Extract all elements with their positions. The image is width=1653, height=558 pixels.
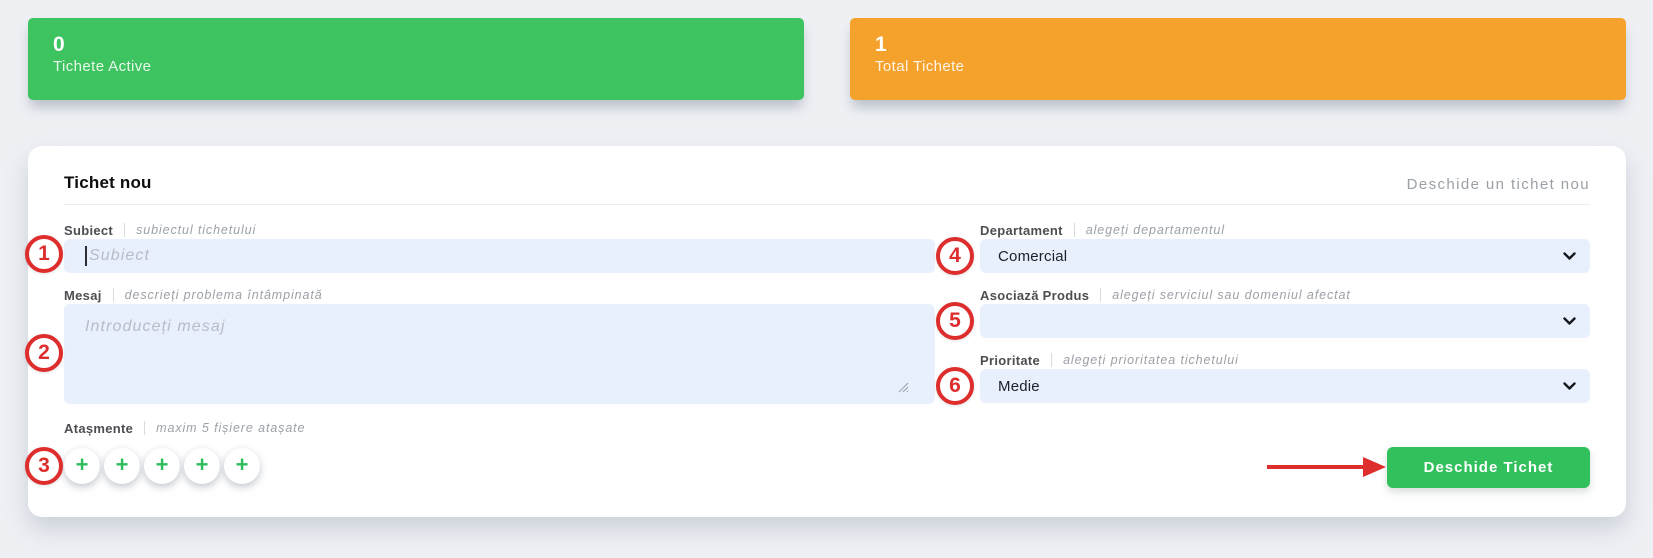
annotation-marker-2: 2 bbox=[25, 334, 63, 372]
add-attachment-button-5[interactable]: + bbox=[224, 448, 260, 484]
attachments-label-row: Atașmente maxim 5 fișiere atașate bbox=[64, 420, 305, 436]
panel-title: Tichet nou bbox=[64, 173, 152, 192]
annotation-marker-5: 5 bbox=[936, 302, 974, 340]
attachment-slots: + + + + + bbox=[64, 448, 260, 484]
priority-label-row: Prioritate alegeți prioritatea tichetulu… bbox=[980, 352, 1239, 368]
subject-label-row: Subiect subiectul tichetului bbox=[64, 222, 256, 238]
plus-icon: + bbox=[235, 452, 249, 477]
marker-number: 3 bbox=[38, 454, 50, 477]
resize-handle-icon[interactable] bbox=[898, 382, 909, 393]
annotation-marker-4: 4 bbox=[936, 237, 974, 275]
active-tickets-count: 0 bbox=[53, 33, 65, 56]
marker-number: 4 bbox=[949, 244, 961, 267]
plus-icon: + bbox=[195, 452, 209, 477]
text-caret bbox=[85, 246, 87, 266]
plus-icon: + bbox=[155, 452, 169, 477]
panel-header: Tichet nou Deschide un tichet nou bbox=[64, 146, 1590, 205]
plus-icon: + bbox=[75, 452, 89, 477]
department-label-row: Departament alegeți departamentul bbox=[980, 222, 1225, 238]
subject-hint: subiectul tichetului bbox=[136, 223, 257, 237]
chevron-down-icon bbox=[1563, 316, 1576, 325]
new-ticket-panel: Tichet nou Deschide un tichet nou Subiec… bbox=[28, 146, 1626, 517]
annotation-arrow-icon bbox=[1267, 457, 1386, 477]
subject-input[interactable]: Subiect bbox=[64, 239, 935, 273]
chevron-down-icon bbox=[1563, 381, 1576, 390]
attachments-hint: maxim 5 fișiere atașate bbox=[156, 421, 306, 435]
add-attachment-button-3[interactable]: + bbox=[144, 448, 180, 484]
annotation-marker-6: 6 bbox=[936, 367, 974, 405]
priority-label: Prioritate bbox=[980, 352, 1041, 368]
panel-subtitle: Deschide un tichet nou bbox=[1406, 176, 1590, 193]
active-tickets-label: Tichete Active bbox=[53, 58, 152, 76]
message-placeholder: Introduceți mesaj bbox=[85, 318, 226, 335]
priority-hint: alegeți prioritatea tichetului bbox=[1063, 353, 1239, 367]
message-label-row: Mesaj descrieți problema întâmpinată bbox=[64, 287, 323, 303]
annotation-marker-1: 1 bbox=[25, 235, 63, 273]
open-ticket-button-label: Deschide Tichet bbox=[1423, 459, 1554, 476]
marker-number: 5 bbox=[949, 309, 961, 332]
add-attachment-button-4[interactable]: + bbox=[184, 448, 220, 484]
plus-icon: + bbox=[115, 452, 129, 477]
label-divider bbox=[124, 223, 126, 237]
add-attachment-button-1[interactable]: + bbox=[64, 448, 100, 484]
annotation-marker-3: 3 bbox=[25, 447, 63, 485]
subject-label: Subiect bbox=[64, 222, 114, 238]
open-ticket-button[interactable]: Deschide Tichet bbox=[1387, 447, 1590, 488]
product-label: Asociază Produs bbox=[980, 287, 1090, 303]
label-divider bbox=[112, 288, 114, 302]
add-attachment-button-2[interactable]: + bbox=[104, 448, 140, 484]
product-label-row: Asociază Produs alegeți serviciul sau do… bbox=[980, 287, 1351, 303]
priority-value: Medie bbox=[998, 377, 1040, 395]
marker-number: 6 bbox=[949, 374, 961, 397]
label-divider bbox=[1073, 223, 1075, 237]
product-hint: alegeți serviciul sau domeniul afectat bbox=[1112, 288, 1351, 302]
product-select[interactable] bbox=[980, 304, 1590, 338]
chevron-down-icon bbox=[1563, 251, 1576, 260]
total-tickets-card: 1 Total Tichete bbox=[850, 18, 1626, 100]
department-select[interactable]: Comercial bbox=[980, 239, 1590, 273]
label-divider bbox=[1051, 353, 1053, 367]
label-divider bbox=[1100, 288, 1102, 302]
total-tickets-label: Total Tichete bbox=[875, 58, 965, 76]
department-label: Departament bbox=[980, 222, 1063, 238]
department-hint: alegeți departamentul bbox=[1085, 223, 1225, 237]
subject-placeholder: Subiect bbox=[89, 247, 151, 264]
active-tickets-card: 0 Tichete Active bbox=[28, 18, 804, 100]
marker-number: 2 bbox=[38, 341, 50, 364]
message-label: Mesaj bbox=[64, 287, 102, 303]
total-tickets-count: 1 bbox=[875, 33, 887, 56]
marker-number: 1 bbox=[38, 242, 50, 265]
message-hint: descrieți problema întâmpinată bbox=[124, 288, 323, 302]
message-textarea[interactable]: Introduceți mesaj bbox=[64, 304, 935, 404]
priority-select[interactable]: Medie bbox=[980, 369, 1590, 403]
attachments-label: Atașmente bbox=[64, 420, 134, 436]
label-divider bbox=[144, 421, 146, 435]
department-value: Comercial bbox=[998, 247, 1068, 265]
